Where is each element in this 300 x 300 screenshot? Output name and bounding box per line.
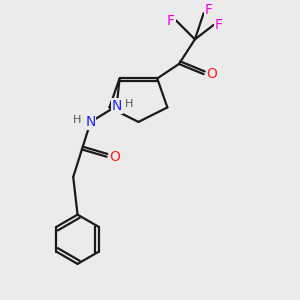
Text: H: H	[74, 115, 82, 124]
Text: H: H	[125, 99, 133, 109]
Text: O: O	[109, 150, 120, 164]
Text: F: F	[215, 18, 223, 32]
Text: N: N	[85, 115, 96, 129]
Text: F: F	[167, 14, 175, 28]
Text: N: N	[112, 99, 122, 113]
Text: F: F	[205, 3, 213, 17]
Text: O: O	[206, 67, 217, 81]
